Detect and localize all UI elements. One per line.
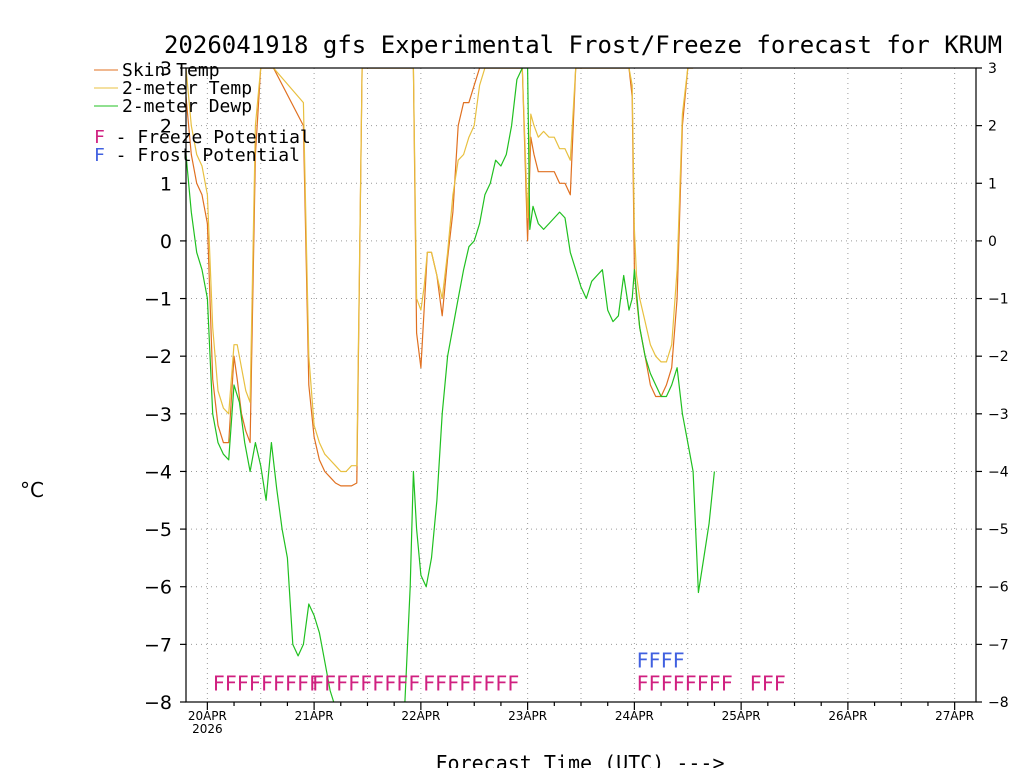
legend-frost-text: - Frost Potential (105, 145, 300, 166)
legend-freeze-potential: F - Freeze Potential (94, 127, 311, 148)
y-tick-label-right: −4 (988, 464, 1009, 480)
grid (186, 68, 976, 702)
x-tick-label: 23APR (508, 709, 547, 723)
y-tick-label-left: −3 (144, 404, 172, 426)
chart-title: 2026041918 gfs Experimental Frost/Freeze… (164, 31, 1002, 59)
legend-freeze-letter: F (94, 127, 105, 148)
legend-frost-letter: F (94, 145, 105, 166)
series-line-skin-temp (186, 68, 694, 487)
y-tick-label-right: −2 (988, 349, 1009, 365)
y-tick-label-right: 3 (988, 61, 997, 77)
x-axis-label: Forecast Time (UTC) ---> (436, 751, 725, 768)
x-tick-label: 27APR (935, 709, 974, 723)
y-tick-label-right: −6 (988, 580, 1009, 596)
x-tick-label: 21APR (295, 709, 334, 723)
y-tick-label-right: −5 (988, 522, 1009, 538)
y-tick-label-left: −7 (144, 634, 172, 656)
legend-frost-potential: F - Frost Potential (94, 145, 300, 166)
freeze-potential-mark: FFFFFFFFF (213, 672, 321, 696)
freeze-potential-mark: FFFFFFFF (423, 672, 519, 696)
legend: Skin Temp 2-meter Temp 2-meter Dewp F - … (94, 60, 311, 166)
y-tick-label-right: −1 (988, 292, 1009, 308)
legend-freeze-text: - Freeze Potential (105, 127, 311, 148)
y-tick-label-left: −8 (144, 692, 172, 714)
legend-label-2m-dewp: 2-meter Dewp (122, 96, 252, 117)
series-group (186, 68, 715, 702)
y-tick-label-right: 0 (988, 234, 997, 250)
freeze-potential-mark: FFF (750, 672, 786, 696)
y-axis-label: °C (20, 478, 44, 502)
y-tick-label-right: 2 (988, 119, 997, 135)
legend-label-2m-temp: 2-meter Temp (122, 78, 252, 99)
y-tick-label-left: −4 (144, 461, 172, 483)
y-tick-label-left: 2 (160, 116, 172, 138)
y-tick-label-left: 3 (160, 58, 172, 80)
y-tick-label-left: −5 (144, 519, 172, 541)
y-tick-label-left: 1 (160, 173, 172, 195)
axes: −8 −8 −7 −7 −6 −6 −5 −5 −4 −4 −3 −3 −2 −2 −1 −1 0 0 1 1 2 2 3 3… (144, 58, 1009, 736)
x-tick-label: 20APR (188, 709, 227, 723)
y-tick-label-left: −6 (144, 577, 172, 599)
y-tick-label-right: −7 (988, 637, 1009, 653)
y-tick-label-left: −1 (144, 289, 172, 311)
y-tick-label-right: −3 (988, 407, 1009, 423)
frost-potential-mark: FFFF (637, 649, 685, 673)
y-tick-label-left: −2 (144, 346, 172, 368)
series-line-2-meter-dewp (186, 68, 715, 702)
y-tick-label-left: 0 (160, 231, 172, 253)
legend-label-skin-temp: Skin Temp (122, 60, 220, 81)
x-tick-sublabel: 2026 (192, 722, 223, 736)
x-tick-label: 22APR (401, 709, 440, 723)
freeze-potential-mark: FFFFFFFF (637, 672, 733, 696)
freeze-potential-mark: FFFFFFFFF (312, 672, 420, 696)
x-tick-label: 24APR (615, 709, 654, 723)
series-line-2-meter-temp (186, 68, 694, 473)
x-tick-label: 25APR (722, 709, 761, 723)
y-tick-label-right: 1 (988, 176, 997, 192)
x-tick-label: 26APR (828, 709, 867, 723)
y-tick-label-right: −8 (988, 695, 1009, 711)
